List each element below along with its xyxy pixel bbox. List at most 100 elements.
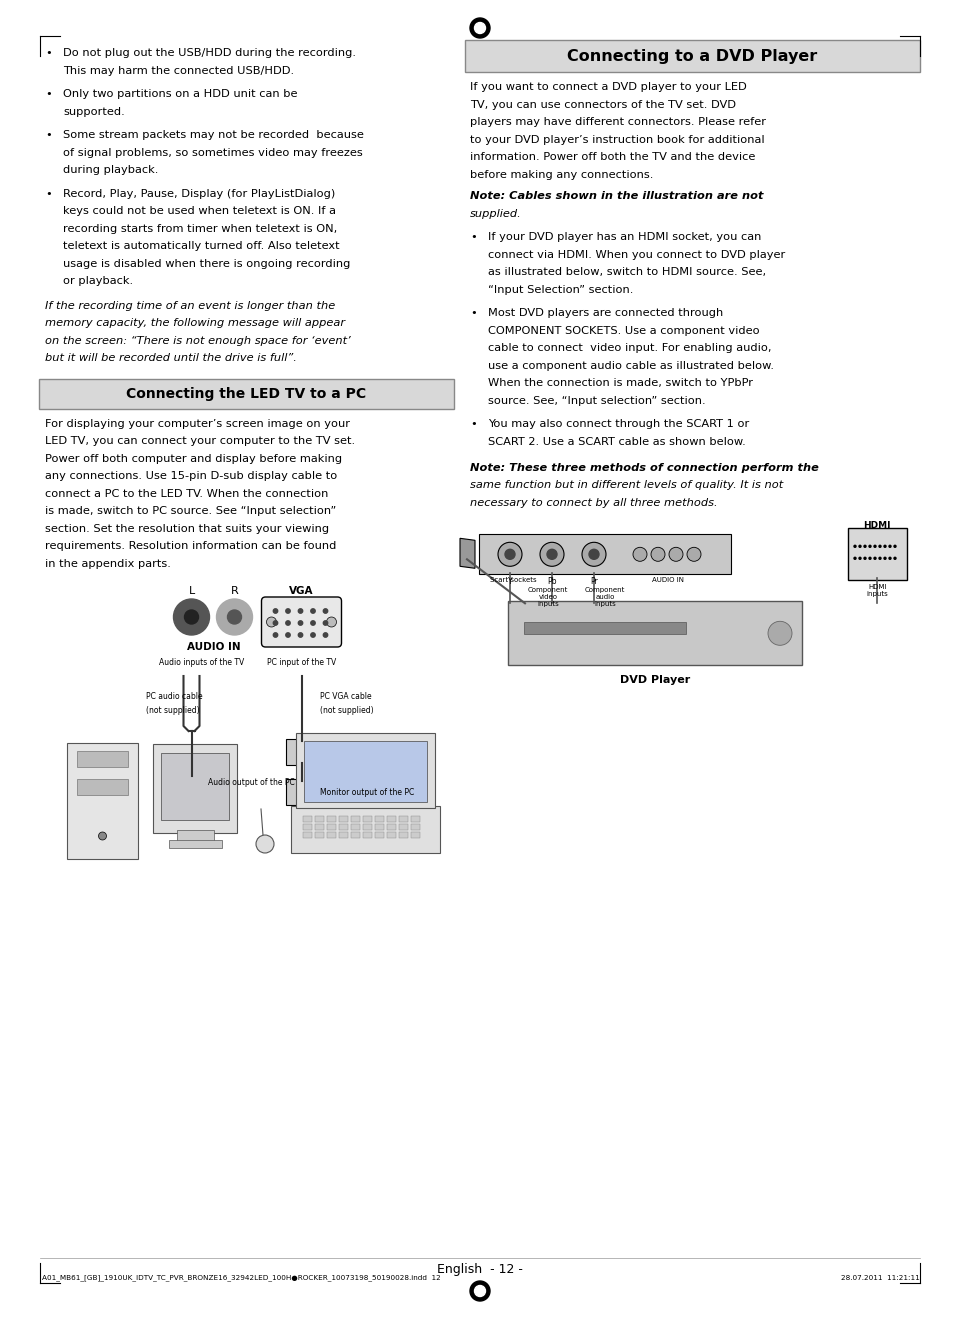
FancyBboxPatch shape [39, 379, 454, 408]
Text: If the recording time of an event is longer than the: If the recording time of an event is lon… [45, 300, 335, 310]
Circle shape [286, 609, 290, 613]
Text: •: • [470, 232, 477, 242]
Text: •: • [470, 419, 477, 429]
Circle shape [311, 609, 315, 613]
Text: keys could not be used when teletext is ON. If a: keys could not be used when teletext is … [63, 206, 336, 217]
Text: If you want to connect a DVD player to your LED: If you want to connect a DVD player to y… [470, 82, 747, 92]
Circle shape [228, 610, 242, 624]
FancyBboxPatch shape [153, 744, 237, 834]
Circle shape [582, 543, 606, 567]
Circle shape [687, 547, 701, 561]
Text: in the appendix parts.: in the appendix parts. [45, 559, 171, 568]
Circle shape [894, 557, 896, 559]
FancyBboxPatch shape [848, 528, 907, 580]
Circle shape [326, 617, 337, 627]
Circle shape [183, 774, 200, 790]
Text: Component
audio
inputs: Component audio inputs [585, 588, 625, 608]
Text: A01_MB61_[GB]_1910UK_IDTV_TC_PVR_BRONZE16_32942LED_100H●ROCKER_10073198_50190028: A01_MB61_[GB]_1910UK_IDTV_TC_PVR_BRONZE1… [42, 1275, 441, 1281]
Text: or playback.: or playback. [63, 276, 133, 287]
Text: •: • [45, 189, 52, 198]
Circle shape [889, 557, 891, 559]
Polygon shape [460, 538, 475, 568]
Text: Power off both computer and display before making: Power off both computer and display befo… [45, 453, 342, 464]
Text: SCART 2. Use a SCART cable as shown below.: SCART 2. Use a SCART cable as shown belo… [488, 437, 746, 446]
Text: This may harm the connected USB/HDD.: This may harm the connected USB/HDD. [63, 66, 294, 75]
FancyBboxPatch shape [302, 815, 311, 822]
Text: Audio inputs of the TV: Audio inputs of the TV [158, 658, 244, 667]
FancyBboxPatch shape [339, 831, 348, 838]
Circle shape [324, 621, 327, 625]
FancyBboxPatch shape [398, 831, 407, 838]
Circle shape [669, 547, 683, 561]
FancyBboxPatch shape [398, 823, 407, 830]
Text: Scart sockets: Scart sockets [490, 577, 537, 584]
Circle shape [267, 617, 276, 627]
Text: recording starts from timer when teletext is ON,: recording starts from timer when teletex… [63, 223, 337, 234]
Circle shape [854, 546, 856, 547]
Text: Do not plug out the USB/HDD during the recording.: Do not plug out the USB/HDD during the r… [63, 48, 356, 58]
Text: source. See, “Input selection” section.: source. See, “Input selection” section. [488, 396, 706, 406]
Circle shape [299, 633, 302, 637]
Circle shape [589, 550, 599, 559]
Text: information. Power off both the TV and the device: information. Power off both the TV and t… [470, 152, 756, 162]
Text: •: • [45, 89, 52, 99]
Circle shape [854, 557, 856, 559]
Text: to your DVD player’s instruction book for additional: to your DVD player’s instruction book fo… [470, 135, 764, 144]
FancyBboxPatch shape [77, 779, 128, 795]
Text: You may also connect through the SCART 1 or: You may also connect through the SCART 1… [488, 419, 749, 429]
Circle shape [869, 546, 871, 547]
Text: before making any connections.: before making any connections. [470, 169, 654, 180]
Text: Record, Play, Pause, Display (for PlayListDialog): Record, Play, Pause, Display (for PlayLi… [63, 189, 335, 198]
Text: cable to connect  video input. For enabling audio,: cable to connect video input. For enabli… [488, 343, 772, 354]
Text: When the connection is made, switch to YPbPr: When the connection is made, switch to Y… [488, 378, 753, 388]
Circle shape [286, 621, 290, 625]
Circle shape [540, 543, 564, 567]
Text: HDMI: HDMI [863, 522, 891, 530]
Text: Pr: Pr [590, 577, 598, 587]
FancyBboxPatch shape [302, 831, 311, 838]
Text: If your DVD player has an HDMI socket, you can: If your DVD player has an HDMI socket, y… [488, 232, 761, 242]
Circle shape [274, 621, 277, 625]
FancyBboxPatch shape [374, 831, 383, 838]
Text: teletext is automatically turned off. Also teletext: teletext is automatically turned off. Al… [63, 240, 340, 251]
FancyBboxPatch shape [285, 779, 318, 804]
Circle shape [633, 547, 647, 561]
Text: Note: Cables shown in the illustration are not: Note: Cables shown in the illustration a… [470, 192, 763, 201]
Circle shape [869, 557, 871, 559]
FancyBboxPatch shape [374, 815, 383, 822]
Text: •: • [45, 48, 52, 58]
Text: memory capacity, the following message will appear: memory capacity, the following message w… [45, 318, 345, 328]
FancyBboxPatch shape [350, 823, 359, 830]
Circle shape [311, 621, 315, 625]
Text: Some stream packets may not be recorded  because: Some stream packets may not be recorded … [63, 129, 364, 140]
FancyBboxPatch shape [387, 815, 396, 822]
FancyBboxPatch shape [315, 815, 324, 822]
FancyBboxPatch shape [508, 601, 802, 666]
Text: as illustrated below, switch to HDMI source. See,: as illustrated below, switch to HDMI sou… [488, 267, 766, 277]
Circle shape [299, 609, 302, 613]
Circle shape [879, 546, 881, 547]
Text: players may have different connectors. Please refer: players may have different connectors. P… [470, 118, 766, 127]
Text: Connecting the LED TV to a PC: Connecting the LED TV to a PC [127, 387, 367, 400]
Text: same function but in different levels of quality. It is not: same function but in different levels of… [470, 481, 783, 490]
Text: but it will be recorded until the drive is full”.: but it will be recorded until the drive … [45, 353, 297, 363]
Text: use a component audio cable as illustrated below.: use a component audio cable as illustrat… [488, 361, 774, 371]
Text: Monitor output of the PC: Monitor output of the PC [320, 787, 414, 797]
FancyBboxPatch shape [411, 831, 420, 838]
Text: HDMI
inputs: HDMI inputs [867, 584, 888, 597]
Text: Most DVD players are connected through: Most DVD players are connected through [488, 308, 723, 318]
FancyBboxPatch shape [161, 753, 229, 820]
Text: DVD Player: DVD Player [620, 675, 690, 686]
Circle shape [174, 598, 209, 635]
FancyBboxPatch shape [350, 815, 359, 822]
Circle shape [505, 550, 515, 559]
Circle shape [498, 543, 522, 567]
FancyBboxPatch shape [387, 831, 396, 838]
FancyBboxPatch shape [67, 742, 138, 859]
Text: Note: These three methods of connection perform the: Note: These three methods of connection … [470, 462, 819, 473]
Text: •: • [45, 129, 52, 140]
Text: TV, you can use connectors of the TV set. DVD: TV, you can use connectors of the TV set… [470, 99, 736, 110]
Text: AUDIO IN: AUDIO IN [652, 577, 684, 584]
Circle shape [274, 633, 277, 637]
FancyBboxPatch shape [363, 831, 372, 838]
